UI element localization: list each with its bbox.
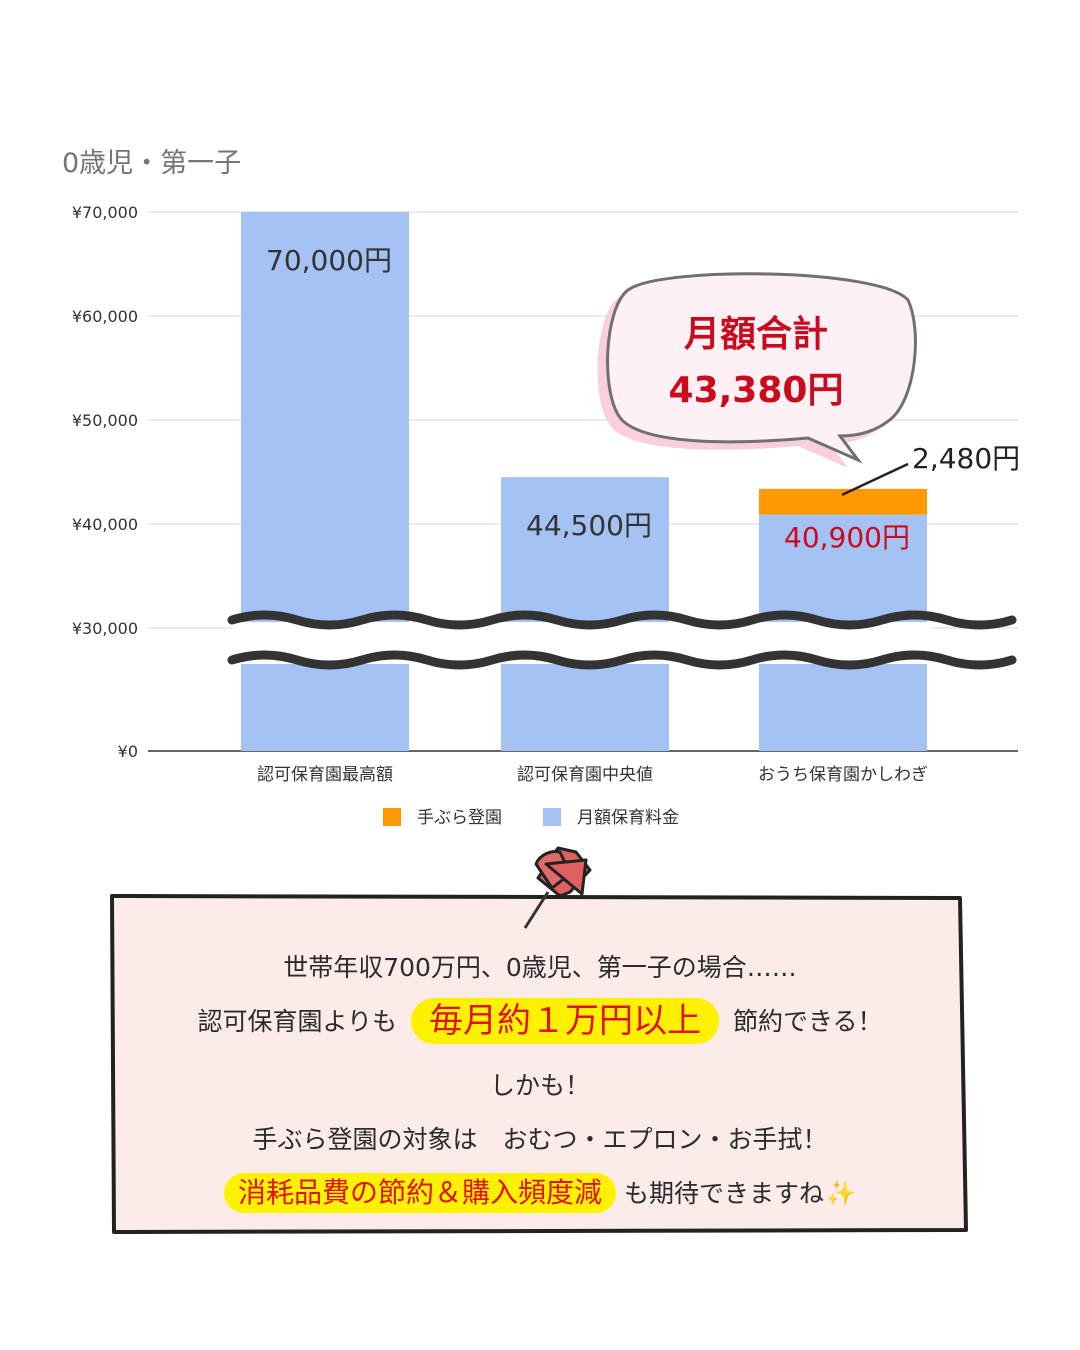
data-label: 40,900円	[784, 521, 910, 554]
bar-chart: 0歳児・第一子 ¥0 ¥30,000 ¥40,000 ¥50,000 ¥60,000 ¥7…	[62, 148, 1020, 828]
total-callout: 月額合計 43,380円	[597, 272, 917, 468]
legend-label: 月額保育料金	[577, 808, 679, 828]
sparkles-icon: ✨	[826, 1179, 856, 1207]
y-tick-label: ¥30,000	[72, 619, 138, 638]
y-tick-label: ¥60,000	[72, 307, 138, 326]
y-tick-label: ¥40,000	[72, 515, 138, 534]
callout-line2: 43,380円	[669, 370, 844, 411]
legend-swatch	[543, 808, 561, 826]
note-card	[110, 894, 968, 1234]
bar-monthly-fee	[241, 212, 409, 751]
x-tick-label: 認可保育園最高額	[257, 765, 393, 785]
y-tick-label: ¥70,000	[72, 203, 138, 222]
leader-line	[841, 462, 909, 496]
note-line-5: 消耗品費の節約＆購入頻度減 も期待できますね ✨	[100, 1166, 980, 1220]
x-tick-label: おうち保育園かしわぎ	[758, 765, 928, 785]
note-line-4: 手ぶら登園の対象は おむつ・エプロン・お手拭！	[252, 1124, 828, 1154]
legend-swatch	[383, 808, 401, 826]
consumables-highlight: 消耗品費の節約＆購入頻度減	[224, 1173, 617, 1213]
x-tick-label: 認可保育園中央値	[517, 765, 653, 785]
handsfree-value-label: 2,480円	[912, 442, 1020, 475]
axis-break-wave	[227, 610, 1017, 630]
callout-line1: 月額合計	[684, 314, 828, 355]
note-line-5-post: も期待できますね	[624, 1178, 825, 1208]
data-label: 44,500円	[526, 509, 652, 542]
note-line-2-post: 節約できる！	[733, 1006, 883, 1036]
note-line-1: 世帯年収700万円、0歳児、第一子の場合……	[283, 952, 797, 982]
pushpin-icon	[523, 846, 592, 929]
bar-handsfree	[759, 488, 927, 515]
speech-bubble	[606, 272, 917, 464]
note-line-2: 認可保育園よりも 毎月約１万円以上 節約できる！	[100, 994, 980, 1048]
chart-title: 0歳児・第一子	[62, 148, 241, 179]
summary-note: 世帯年収700万円、0歳児、第一子の場合…… 認可保育園よりも 毎月約１万円以上…	[100, 830, 980, 1250]
savings-highlight: 毎月約１万円以上	[411, 998, 719, 1044]
axis-break-wave	[227, 650, 1017, 670]
note-line-3: しかも！	[489, 1070, 590, 1100]
data-label: 70,000円	[266, 244, 392, 277]
legend-label: 手ぶら登園	[417, 808, 502, 828]
y-tick-label: ¥0	[118, 742, 138, 761]
note-line-2-pre: 認可保育園よりも	[197, 1006, 397, 1036]
y-tick-label: ¥50,000	[72, 411, 138, 430]
